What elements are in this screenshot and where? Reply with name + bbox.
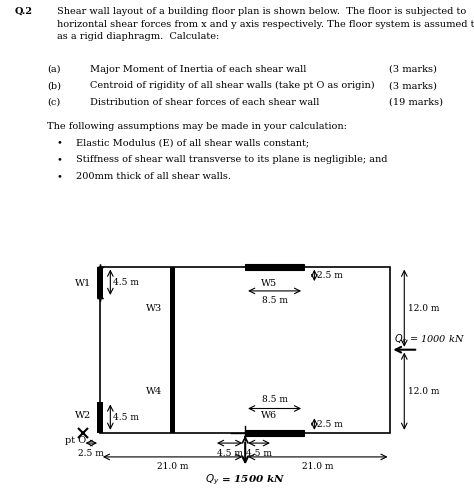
Text: 4.5 m: 4.5 m [217,449,243,458]
Text: 8.5 m: 8.5 m [262,394,288,404]
Text: W3: W3 [146,304,162,313]
Text: Shear wall layout of a building floor plan is shown below.  The floor is subject: Shear wall layout of a building floor pl… [57,7,474,41]
Text: •: • [57,155,63,164]
Text: pt O: pt O [65,436,86,445]
Text: Stiffness of shear wall transverse to its plane is negligible; and: Stiffness of shear wall transverse to it… [76,155,387,164]
Text: Distribution of shear forces of each shear wall: Distribution of shear forces of each she… [90,98,319,107]
Text: 200mm thick of all shear walls.: 200mm thick of all shear walls. [76,172,231,181]
Text: (19 marks): (19 marks) [389,98,443,107]
Text: (b): (b) [47,81,62,90]
Text: 4.5 m: 4.5 m [113,413,139,422]
Text: (c): (c) [47,98,61,107]
Text: 21.0 m: 21.0 m [302,463,334,472]
Text: 2.5 m: 2.5 m [78,449,104,458]
Text: 8.5 m: 8.5 m [262,296,288,305]
Text: •: • [57,172,63,181]
Bar [245,430,304,436]
Bar [170,350,175,433]
Text: W6: W6 [261,411,277,420]
Text: $Q_x$ = 1000 kN: $Q_x$ = 1000 kN [394,333,465,346]
Text: (a): (a) [47,65,61,74]
Text: 4.5 m: 4.5 m [246,449,272,458]
Text: Elastic Modulus (E) of all shear walls constant;: Elastic Modulus (E) of all shear walls c… [76,138,309,147]
Text: W1: W1 [75,279,91,288]
Text: W5: W5 [261,279,277,288]
Text: 2.5 m: 2.5 m [317,419,343,429]
Text: 21.0 m: 21.0 m [157,463,188,472]
Text: •: • [57,138,63,147]
Bar [170,267,175,350]
Bar [245,263,304,270]
Bar [97,401,103,433]
Text: (3 marks): (3 marks) [389,65,437,74]
Bar [100,267,391,433]
Text: Major Moment of Inertia of each shear wall: Major Moment of Inertia of each shear wa… [90,65,306,74]
Text: 12.0 m: 12.0 m [408,387,439,396]
Text: (3 marks): (3 marks) [389,81,437,90]
Text: The following assumptions may be made in your calculation:: The following assumptions may be made in… [47,122,347,131]
Text: $Q_y$ = 1500 kN: $Q_y$ = 1500 kN [205,473,285,487]
Text: 12.0 m: 12.0 m [408,304,439,313]
Text: Centroid of rigidity of all shear walls (take pt O as origin): Centroid of rigidity of all shear walls … [90,81,374,91]
Text: W2: W2 [75,411,91,420]
Text: 4.5 m: 4.5 m [113,278,139,287]
Text: 2.5 m: 2.5 m [317,271,343,280]
Text: W4: W4 [146,387,162,396]
Bar [97,267,103,298]
Text: Q.2: Q.2 [14,7,32,16]
